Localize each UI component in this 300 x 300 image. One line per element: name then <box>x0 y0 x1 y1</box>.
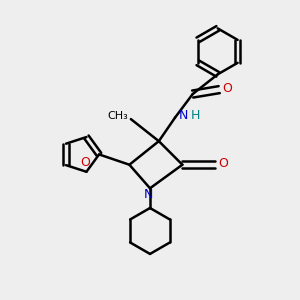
Text: N: N <box>144 188 153 201</box>
Text: O: O <box>80 156 90 170</box>
Text: O: O <box>218 157 228 170</box>
Text: O: O <box>223 82 232 95</box>
Text: CH₃: CH₃ <box>107 111 128 121</box>
Text: N: N <box>179 109 188 122</box>
Text: H: H <box>190 109 200 122</box>
